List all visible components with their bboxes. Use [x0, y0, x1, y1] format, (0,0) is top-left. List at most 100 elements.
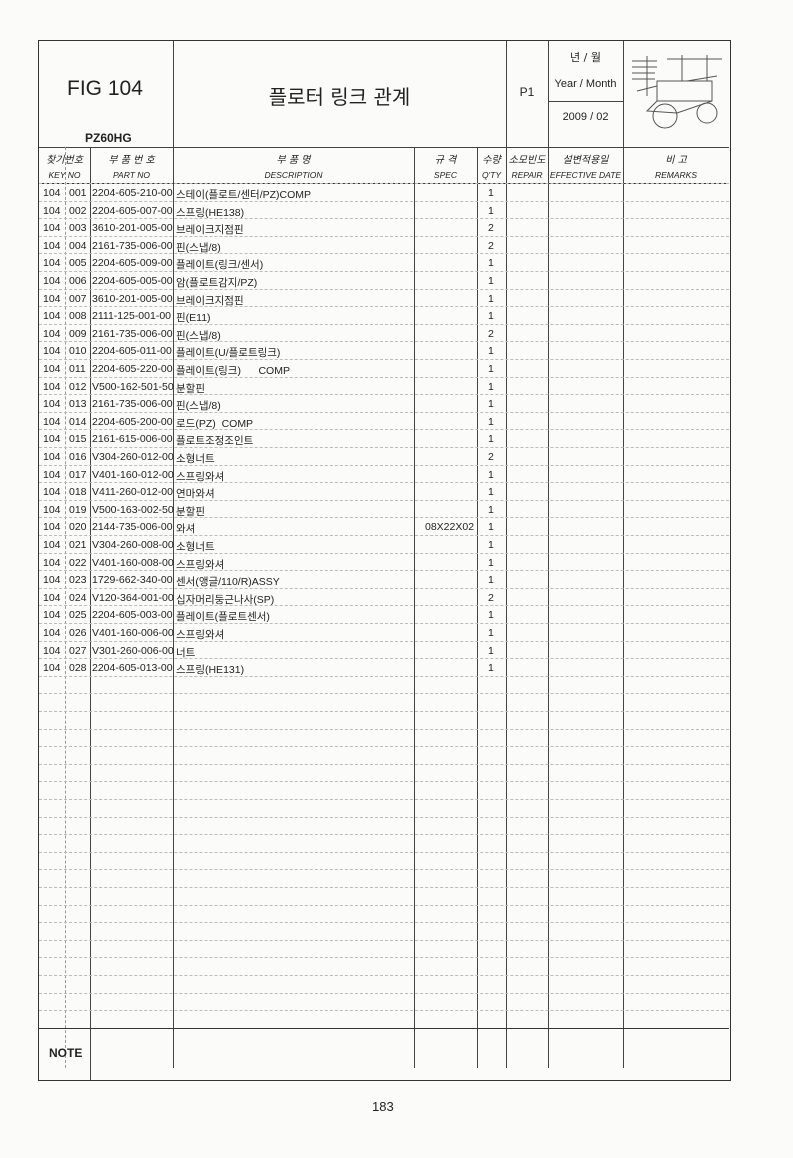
- cell-part-no: 2204-605-220-00: [92, 363, 173, 375]
- table-row: [39, 869, 729, 888]
- table-row: 104 014 2204-605-200-00 로드(PZ) COMP 1: [39, 411, 729, 431]
- cell-description: 브레이크지점핀: [176, 294, 244, 307]
- table-row: [39, 781, 729, 800]
- cell-part-no: 2204-605-009-00: [92, 257, 173, 270]
- cell-quantity: 2: [488, 222, 494, 235]
- cell-figure-no: 104: [43, 451, 61, 463]
- cell-figure-no: 104: [43, 310, 61, 323]
- table-row: 104 003 3610-201-005-00 브레이크지점핀 2: [39, 218, 729, 237]
- cell-description: 소형너트: [176, 541, 215, 553]
- cell-quantity: 1: [488, 204, 494, 217]
- cell-figure-no: 104: [43, 239, 61, 252]
- cell-part-no: 2204-605-210-00: [92, 187, 173, 199]
- cell-key-no: 020: [69, 521, 87, 534]
- cell-key-no: 021: [69, 539, 87, 551]
- col-header-repair: 소모빈도 REPAIR: [508, 155, 546, 180]
- cell-figure-no: 104: [43, 275, 61, 287]
- cell-part-no: V411-260-012-00: [92, 486, 173, 499]
- table-row: 104 018 V411-260-012-00 연마와셔 1: [39, 482, 729, 501]
- table-row: 104 001 2204-605-210-00 스테이(플로트/센터/PZ)COMP 1: [39, 183, 729, 202]
- page-number: 183: [372, 1099, 394, 1114]
- note-label: NOTE: [49, 1046, 83, 1060]
- table-row: [39, 816, 729, 836]
- cell-part-no: 2161-615-006-00: [92, 433, 173, 446]
- cell-figure-no: 104: [43, 539, 61, 551]
- cell-quantity: 1: [488, 644, 494, 657]
- cell-description: 핀(스냅/8): [176, 400, 221, 413]
- cell-description: 스프링와셔: [176, 558, 225, 571]
- table-row: 104 005 2204-605-009-00 플레이트(링크/센서) 1: [39, 253, 729, 272]
- cell-part-no: V401-160-008-00: [92, 556, 174, 569]
- cell-description: 핀(스냅/8): [176, 241, 221, 254]
- cell-quantity: 1: [488, 257, 494, 270]
- cell-part-no: 2204-605-005-00: [92, 275, 173, 287]
- cell-description: 스프링와셔: [176, 629, 225, 641]
- table-row: [39, 851, 729, 871]
- table-row: 104 017 V401-160-012-00 스프링와셔 1: [39, 464, 729, 484]
- cell-description: 분할핀: [176, 382, 205, 395]
- table-row: [39, 939, 729, 959]
- table-row: 104 026 V401-160-006-00 스프링와셔 1: [39, 623, 729, 642]
- table-row: 104 024 V120-364-001-00 십자머리둥근나사(SP) 2: [39, 587, 729, 607]
- table-row: 104 025 2204-605-003-00 플레이트(플로트센서) 1: [39, 605, 729, 624]
- year-month-label-ko: 년 / 월: [570, 51, 601, 64]
- cell-figure-no: 104: [43, 521, 61, 534]
- cell-key-no: 010: [69, 345, 87, 358]
- cell-description: 핀(스냅/8): [176, 329, 221, 342]
- cell-key-no: 023: [69, 574, 87, 587]
- cell-key-no: 004: [69, 239, 87, 252]
- cell-description: 스프링와셔: [176, 470, 225, 483]
- cell-key-no: 007: [69, 292, 87, 305]
- cell-quantity: 1: [488, 275, 494, 287]
- cell-part-no: V304-260-012-00: [92, 451, 174, 463]
- cell-figure-no: 104: [43, 415, 61, 428]
- cell-key-no: 006: [69, 275, 87, 287]
- cell-quantity: 1: [488, 609, 494, 622]
- table-row: 104 028 2204-605-013-00 스프링(HE131) 1: [39, 658, 729, 677]
- cell-part-no: V500-163-002-50: [92, 503, 174, 516]
- cell-figure-no: 104: [43, 574, 61, 587]
- cell-description: 플레이트(U/플로트링크): [176, 347, 281, 360]
- table-row: [39, 763, 729, 783]
- table-row: 104 020 2144-735-006-00 와셔 08X22X02 1: [39, 517, 729, 536]
- cell-part-no: 2204-605-013-00: [92, 662, 173, 675]
- cell-part-no: V401-160-012-00: [92, 468, 174, 481]
- cell-figure-no: 104: [43, 468, 61, 481]
- cell-description: 분할핀: [176, 505, 205, 518]
- cell-part-no: 2161-735-006-00: [92, 239, 173, 252]
- cell-description: 센서(앵글/110/R)ASSY: [176, 576, 280, 589]
- cell-figure-no: 104: [43, 204, 61, 217]
- table-row: 104 004 2161-735-006-00 핀(스냅/8) 2: [39, 235, 729, 255]
- cell-key-no: 012: [69, 380, 87, 393]
- cell-key-no: 005: [69, 257, 87, 270]
- cell-quantity: 1: [488, 521, 494, 534]
- table-row: 104 011 2204-605-220-00 플레이트(링크) COMP 1: [39, 359, 729, 378]
- table-row: [39, 693, 729, 712]
- table-row: [39, 711, 729, 730]
- cell-quantity: 1: [488, 556, 494, 569]
- cell-description: 십자머리둥근나사(SP): [176, 593, 275, 606]
- cell-figure-no: 104: [43, 345, 61, 358]
- col-header-description: 부 품 명 DESCRIPTION: [264, 155, 323, 180]
- cell-spec: 08X22X02: [425, 521, 475, 534]
- table-row: [39, 746, 729, 765]
- cell-key-no: 008: [69, 310, 87, 323]
- table-row: [39, 887, 729, 906]
- cell-key-no: 017: [69, 468, 87, 481]
- col-header-effective-date: 설변적용일 EFFECTIVE DATE: [549, 155, 622, 180]
- cell-part-no: 2204-605-011-00: [92, 345, 172, 358]
- cell-description: 플로트조정조인트: [176, 435, 254, 448]
- cell-quantity: 1: [488, 662, 494, 675]
- cell-description: 로드(PZ) COMP: [176, 417, 254, 430]
- table-row: [39, 922, 729, 941]
- cell-part-no: 2204-605-200-00: [92, 415, 173, 428]
- table-row: 104 021 V304-260-008-00 소형너트 1: [39, 535, 729, 554]
- cell-part-no: 2204-605-003-00: [92, 609, 173, 622]
- cell-figure-no: 104: [43, 486, 61, 499]
- cell-key-no: 013: [69, 398, 87, 411]
- cell-figure-no: 104: [43, 556, 61, 569]
- table-row: 104 010 2204-605-011-00 플레이트(U/플로트링크) 1: [39, 341, 729, 360]
- cell-key-no: 001: [69, 187, 87, 199]
- cell-key-no: 015: [69, 433, 87, 446]
- table-row: 104 022 V401-160-008-00 스프링와셔 1: [39, 552, 729, 572]
